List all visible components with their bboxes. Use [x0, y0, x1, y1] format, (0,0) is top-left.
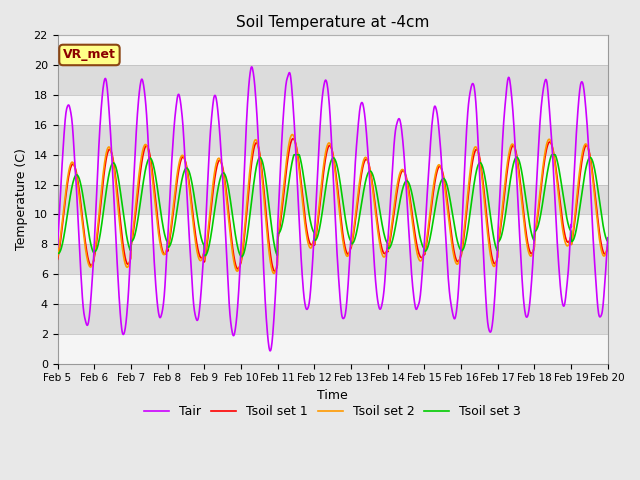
- Title: Soil Temperature at -4cm: Soil Temperature at -4cm: [236, 15, 429, 30]
- Tsoil set 3: [491, 239, 499, 245]
- Line: Tair: Tair: [58, 67, 608, 351]
- Tsoil set 2: [419, 255, 426, 261]
- Tsoil set 2: [289, 132, 296, 137]
- Tsoil set 1: [604, 244, 612, 250]
- Bar: [58, 36, 608, 65]
- Tsoil set 3: [238, 254, 246, 260]
- Bar: [58, 185, 608, 215]
- Legend: Tair, Tsoil set 1, Tsoil set 2, Tsoil set 3: Tair, Tsoil set 1, Tsoil set 2, Tsoil se…: [139, 400, 526, 423]
- Bar: [58, 334, 608, 364]
- Tsoil set 2: [491, 264, 499, 269]
- Tsoil set 1: [491, 261, 499, 266]
- Tsoil set 2: [237, 255, 245, 261]
- Tsoil set 1: [163, 248, 170, 254]
- Tsoil set 3: [291, 152, 298, 157]
- Bar: [58, 215, 608, 244]
- Tsoil set 2: [270, 271, 278, 276]
- Tair: [604, 235, 612, 240]
- Tsoil set 3: [604, 239, 612, 244]
- Bar: [58, 244, 608, 274]
- Bar: [58, 155, 608, 185]
- Tsoil set 2: [54, 254, 61, 260]
- Tsoil set 2: [540, 163, 547, 168]
- Tair: [54, 244, 61, 250]
- Tsoil set 1: [540, 168, 547, 174]
- Tsoil set 3: [237, 254, 245, 260]
- Tsoil set 2: [163, 247, 170, 252]
- Tsoil set 2: [604, 242, 612, 248]
- Tsoil set 2: [176, 157, 184, 163]
- Line: Tsoil set 3: Tsoil set 3: [58, 155, 608, 257]
- Tsoil set 3: [540, 197, 547, 203]
- Tsoil set 1: [237, 258, 245, 264]
- Tair: [419, 264, 426, 270]
- Y-axis label: Temperature (C): Temperature (C): [15, 149, 28, 251]
- Tsoil set 1: [176, 161, 184, 167]
- Bar: [58, 304, 608, 334]
- Line: Tsoil set 2: Tsoil set 2: [58, 134, 608, 274]
- Tsoil set 1: [271, 268, 278, 274]
- Bar: [58, 95, 608, 125]
- Tair: [176, 95, 184, 101]
- Tsoil set 1: [419, 254, 426, 260]
- Tsoil set 1: [289, 136, 297, 142]
- Tsoil set 3: [419, 243, 426, 249]
- Bar: [58, 274, 608, 304]
- Tsoil set 1: [54, 256, 61, 262]
- Bar: [58, 125, 608, 155]
- Tair: [491, 298, 499, 303]
- X-axis label: Time: Time: [317, 389, 348, 402]
- Tsoil set 3: [176, 188, 184, 194]
- Text: VR_met: VR_met: [63, 48, 116, 61]
- Tair: [266, 348, 274, 354]
- Bar: [58, 65, 608, 95]
- Tair: [237, 235, 245, 241]
- Tair: [248, 64, 255, 70]
- Tair: [163, 255, 170, 261]
- Tair: [540, 88, 547, 94]
- Tsoil set 3: [163, 238, 170, 243]
- Tsoil set 3: [54, 250, 61, 256]
- Line: Tsoil set 1: Tsoil set 1: [58, 139, 608, 271]
